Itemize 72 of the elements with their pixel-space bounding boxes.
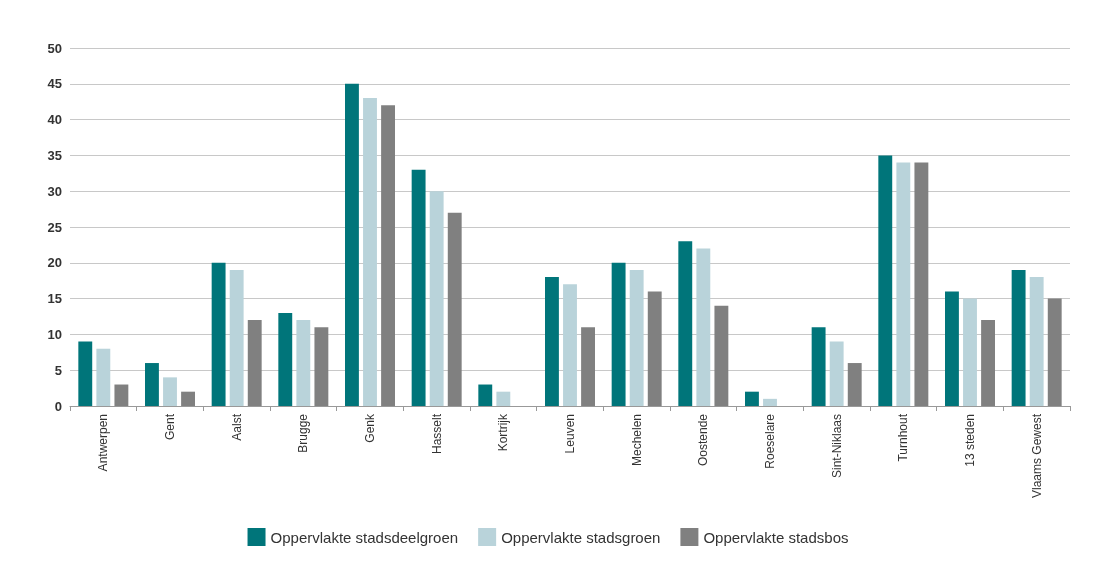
bar	[629, 269, 644, 406]
y-tick-label: 50	[47, 40, 62, 56]
bar	[545, 277, 559, 406]
bar	[678, 241, 693, 406]
bar	[363, 98, 377, 406]
bar	[1047, 298, 1062, 406]
bar	[96, 348, 111, 406]
x-tick-label: Mechelen	[629, 414, 644, 467]
bar	[963, 298, 977, 406]
x-tick-label: Genk	[363, 413, 377, 443]
y-tick-label: 10	[47, 326, 62, 342]
y-tick-label: 25	[47, 219, 62, 235]
bar	[914, 162, 929, 406]
bar	[296, 320, 311, 406]
bar	[181, 391, 195, 406]
bar	[763, 398, 777, 406]
bar	[114, 384, 129, 406]
bar	[581, 327, 595, 406]
bar	[163, 377, 177, 406]
x-tick-label: Antwerpen	[96, 414, 111, 472]
y-tick-label: 45	[47, 76, 62, 92]
bar	[745, 391, 759, 406]
bar	[714, 305, 729, 406]
bar	[345, 83, 359, 406]
x-tick-label: Kortrijk	[496, 413, 511, 452]
bar	[981, 320, 995, 406]
x-tick-label: Oostende	[696, 413, 711, 467]
bar	[896, 162, 911, 406]
bar	[647, 291, 662, 406]
x-tick-label: Roeselare	[763, 413, 777, 469]
bar	[696, 248, 711, 406]
legend-label: Oppervlakte stadsdeelgroen	[270, 528, 459, 546]
bar	[381, 105, 395, 406]
bar	[78, 341, 93, 406]
x-tick-label: Leuven	[563, 414, 577, 454]
bar	[145, 363, 159, 406]
bar	[945, 291, 959, 406]
legend-label: Oppervlakte stadsbos	[703, 528, 849, 546]
bar	[278, 312, 293, 406]
x-tick-label: Gent	[163, 413, 177, 441]
x-tick-label: Brugge	[296, 413, 311, 453]
bar	[1011, 269, 1026, 406]
x-tick-label: Vlaams Gewest	[1029, 413, 1044, 499]
bar	[878, 155, 893, 406]
x-tick-label: Hasselt	[429, 413, 444, 455]
x-tick-label: Sint-Niklaas	[829, 414, 844, 479]
bar	[811, 327, 826, 406]
y-tick-label: 20	[47, 255, 62, 271]
legend-label: Oppervlakte stadsgroen	[501, 528, 661, 546]
bar	[847, 363, 862, 406]
bar	[229, 269, 244, 406]
bar	[496, 391, 511, 406]
bar	[829, 341, 844, 406]
y-tick-label: 15	[47, 291, 62, 307]
bar	[563, 284, 577, 406]
bar	[611, 262, 626, 406]
y-tick-label: 35	[47, 147, 62, 163]
y-tick-label: 5	[54, 362, 62, 378]
bar	[247, 320, 262, 406]
bar	[411, 169, 426, 406]
bar	[314, 327, 329, 406]
x-tick-label: Turnhout	[896, 413, 911, 462]
y-tick-label: 40	[47, 112, 62, 128]
x-tick-label: 13 steden	[963, 414, 977, 467]
bar	[447, 212, 462, 406]
x-tick-label: Aalst	[229, 413, 244, 441]
bar	[429, 191, 444, 406]
y-tick-label: 30	[47, 183, 62, 199]
bar	[1029, 277, 1044, 406]
y-tick-label: 0	[54, 398, 62, 414]
bar	[211, 262, 226, 406]
bar	[478, 384, 493, 406]
